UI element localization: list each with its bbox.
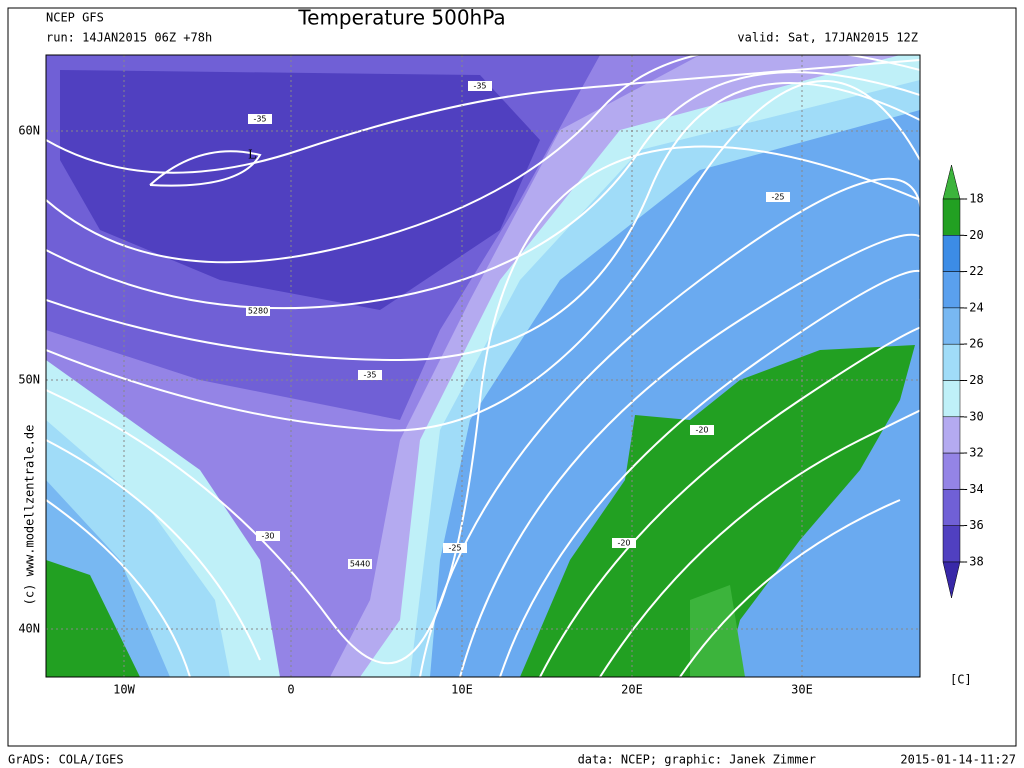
- shade: [690, 585, 745, 677]
- contour-label-bg: [348, 559, 372, 569]
- colorbar-label: -30: [962, 409, 984, 423]
- contour-label: -25: [448, 544, 461, 553]
- colorbar-swatch: [942, 198, 961, 236]
- contour-label: -30: [261, 532, 274, 541]
- contour-label: -35: [363, 371, 376, 380]
- colorbar-label: -36: [962, 518, 984, 532]
- colorbar-swatch: [942, 271, 961, 309]
- contour-label: -20: [695, 426, 708, 435]
- lon-label: 10E: [451, 683, 473, 697]
- colorbar-label: -32: [962, 446, 984, 460]
- colorbar-label: -34: [962, 482, 984, 496]
- contour-label: -35: [253, 115, 266, 124]
- contour-label-bg: [443, 543, 467, 553]
- contour-label: -20: [617, 539, 630, 548]
- colorbar-label: -20: [962, 228, 984, 242]
- colorbar-swatch: [942, 235, 961, 272]
- colorbar-swatch: [942, 452, 961, 490]
- watermark: (c) www.modellzentrale.de: [23, 425, 37, 606]
- colorbar-swatch: [942, 489, 961, 526]
- lat-label: 40N: [18, 622, 40, 636]
- shade: [520, 345, 915, 677]
- shade: [46, 560, 140, 677]
- contour-label-bg: [690, 425, 714, 435]
- colorbar-label: -28: [962, 373, 984, 387]
- footer-timestamp: 2015-01-14-11:27: [900, 753, 1016, 767]
- colorbar-swatch: [942, 380, 961, 418]
- colorbar-swatch: [942, 416, 961, 454]
- shade: [60, 70, 540, 310]
- colorbar-label: -38: [962, 555, 984, 569]
- valid-time: valid: Sat, 17JAN2015 12Z: [737, 31, 918, 45]
- lon-label: 10W: [113, 683, 135, 697]
- colorbar-label: -26: [962, 337, 984, 351]
- colorbar-swatch: [942, 525, 961, 563]
- contour-label-bg: [468, 81, 492, 91]
- lon-label: 20E: [621, 683, 643, 697]
- model-name: NCEP GFS: [46, 11, 104, 25]
- footer-software: GrADS: COLA/IGES: [8, 753, 124, 767]
- map-area: [45, 54, 921, 678]
- shading: [46, 55, 920, 677]
- lat-label: 50N: [18, 373, 40, 387]
- low-marker: L: [248, 148, 256, 162]
- contour-label: -25: [771, 193, 784, 202]
- colorbar-swatch: [942, 307, 961, 345]
- colorbar-triangle: [942, 561, 961, 599]
- graticule: [46, 55, 920, 677]
- run-info: run: 14JAN2015 06Z +78h: [46, 31, 212, 45]
- contour-label-bg: [766, 192, 790, 202]
- colorbar-label: -18: [962, 192, 984, 206]
- colorbar-label: -24: [962, 300, 984, 314]
- map-title: Temperature 500hPa: [297, 6, 505, 30]
- contour-label: -35: [473, 82, 486, 91]
- colorbar-triangle: [942, 164, 961, 200]
- colorbar-unit: [C]: [950, 673, 972, 687]
- lon-label: 30E: [791, 683, 813, 697]
- contour-label-bg: [248, 114, 272, 124]
- contour-label: 5440: [350, 560, 370, 569]
- lon-label: 0: [287, 683, 294, 697]
- map-border: [45, 54, 921, 678]
- footer-credits: data: NCEP; graphic: Janek Zimmer: [578, 753, 816, 767]
- contour-label-bg: [358, 370, 382, 380]
- lat-label: 60N: [18, 124, 40, 138]
- colorbar-label: -22: [962, 264, 984, 278]
- contour-label: 5280: [248, 307, 268, 316]
- contours: [46, 55, 920, 677]
- colorbar-swatch: [942, 343, 961, 381]
- contour-label-bg: [612, 538, 636, 548]
- contour-label-bg: [256, 531, 280, 541]
- contour-label-bg: [246, 306, 270, 316]
- frame: [7, 7, 1017, 747]
